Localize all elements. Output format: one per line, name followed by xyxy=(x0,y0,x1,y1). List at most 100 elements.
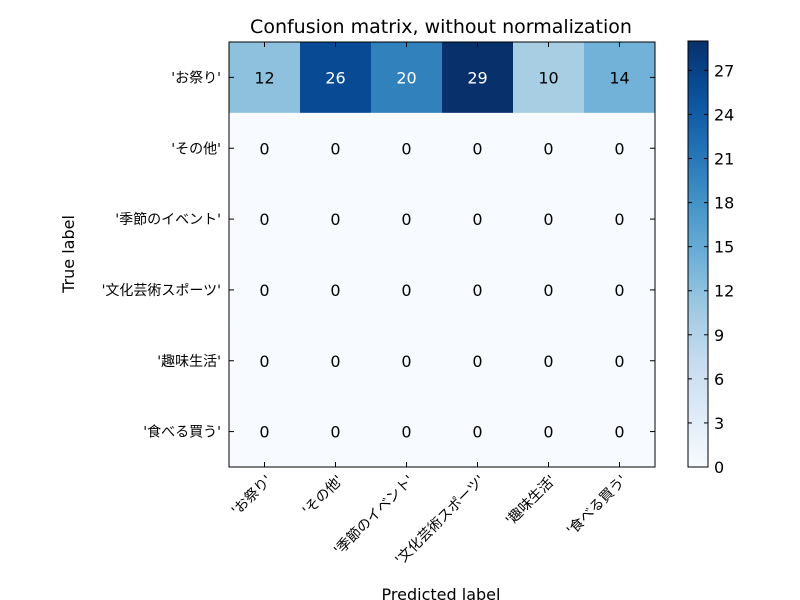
y-tick-label: 'お祭り' xyxy=(171,70,221,86)
heatmap-cell xyxy=(371,42,443,114)
cell-value-label: 0 xyxy=(259,139,269,158)
heatmap-cell xyxy=(442,42,514,114)
heatmap-cell xyxy=(442,396,514,468)
y-tick-label: '季節のイベント' xyxy=(115,211,221,228)
colorbar-tick-label: 24 xyxy=(714,105,734,124)
cell-value-label: 0 xyxy=(472,423,482,442)
heatmap-cell xyxy=(300,183,372,255)
heatmap-cell xyxy=(584,42,656,114)
cell-value-label: 20 xyxy=(396,68,416,87)
heatmap-cell xyxy=(229,42,301,114)
heatmap-cell xyxy=(584,112,656,185)
cell-value-label: 0 xyxy=(614,210,624,229)
x-tick-label: '趣味生活' xyxy=(503,473,559,529)
heatmap-cell xyxy=(513,42,585,114)
cell-value-label: 26 xyxy=(325,68,345,87)
colorbar-tick-label: 3 xyxy=(714,414,724,433)
heatmap-cell xyxy=(442,112,514,185)
colorbar: 0 3 6 9 12 15 18 21 24 27 xyxy=(687,40,734,477)
heatmap-cell xyxy=(513,183,585,255)
heatmap-cell xyxy=(300,396,372,468)
cell-value-label: 0 xyxy=(472,139,482,158)
heatmap-cell xyxy=(229,112,301,185)
heatmap-cell xyxy=(513,396,585,468)
cell-value-label: 0 xyxy=(259,352,269,371)
y-tick-label: '趣味生活' xyxy=(157,354,221,370)
heatmap-cell xyxy=(371,183,443,255)
heatmap-cell xyxy=(584,254,656,326)
cell-value-label: 0 xyxy=(543,139,553,158)
y-tick-label: '文化芸術スポーツ' xyxy=(102,283,221,299)
cell-value-label: 0 xyxy=(401,281,411,300)
heatmap-cell xyxy=(229,254,301,326)
cell-value-label: 0 xyxy=(330,210,340,229)
cell-value-label: 0 xyxy=(472,352,482,371)
colorbar-tick-label: 27 xyxy=(714,61,734,80)
cell-value-label: 0 xyxy=(259,210,269,229)
cell-value-label: 0 xyxy=(330,352,340,371)
cell-value-label: 0 xyxy=(330,423,340,442)
cell-value-label: 0 xyxy=(259,423,269,442)
cell-value-label: 29 xyxy=(467,68,487,87)
heatmap-cell xyxy=(442,254,514,326)
cell-value-label: 0 xyxy=(401,139,411,158)
colorbar-tick-label: 21 xyxy=(714,150,734,169)
cell-value-label: 14 xyxy=(609,68,629,87)
cell-value-label: 0 xyxy=(401,352,411,371)
y-tick-label: '食べる買う' xyxy=(143,424,221,441)
cell-value-label: 0 xyxy=(472,210,482,229)
heatmap-cell xyxy=(229,325,301,397)
cell-value-label: 0 xyxy=(543,352,553,371)
cell-value-label: 0 xyxy=(401,423,411,442)
cell-value-label: 0 xyxy=(614,281,624,300)
y-axis-label: True label xyxy=(59,215,78,294)
cell-value-label: 0 xyxy=(614,423,624,442)
heatmap-cell xyxy=(300,254,372,326)
heatmap-cell xyxy=(229,396,301,468)
colorbar-tick-label: 9 xyxy=(714,326,724,345)
cell-value-label: 0 xyxy=(330,281,340,300)
heatmap-cell xyxy=(371,325,443,397)
y-tick-label: 'その他' xyxy=(171,141,221,157)
heatmap-cell xyxy=(300,112,372,185)
heatmap-cell xyxy=(584,396,656,468)
x-tick-label: '食べる買う' xyxy=(563,472,630,539)
cell-value-label: 10 xyxy=(538,68,558,87)
x-tick-label: 'お祭り' xyxy=(229,473,275,519)
cell-value-label: 0 xyxy=(259,281,269,300)
heatmap-cell xyxy=(513,325,585,397)
cell-value-label: 0 xyxy=(330,139,340,158)
plot-frame xyxy=(228,41,656,468)
x-axis-label: Predicted label xyxy=(382,585,501,600)
cell-value-label: 0 xyxy=(543,210,553,229)
colorbar-tick-label: 0 xyxy=(714,458,724,477)
cell-value-label: 0 xyxy=(472,281,482,300)
heatmap-cell xyxy=(229,183,301,255)
heatmap-cell xyxy=(584,325,656,397)
colorbar-gradient xyxy=(687,40,709,468)
heatmap-area: 12 26 20 29 10 14 0 0 0 0 0 0 0 0 0 0 0 0 0 0 0 0 0 0 0 0 0 0 0 0 0 0 0 0… xyxy=(102,41,656,568)
heatmap-cell xyxy=(300,42,372,114)
cell-value-label: 0 xyxy=(401,210,411,229)
heatmap-cell xyxy=(442,183,514,255)
cell-value-label: 0 xyxy=(614,352,624,371)
cell-value-label: 0 xyxy=(543,423,553,442)
colorbar-tick-label: 15 xyxy=(714,238,734,257)
heatmap-cell xyxy=(513,112,585,185)
heatmap-cell xyxy=(300,325,372,397)
cell-value-label: 0 xyxy=(543,281,553,300)
heatmap-cell xyxy=(513,254,585,326)
heatmap-cell xyxy=(371,112,443,185)
heatmap-cell xyxy=(584,183,656,255)
x-tick-label: 'その他' xyxy=(300,473,346,519)
chart-title: Confusion matrix, without normalization xyxy=(250,16,632,38)
heatmap-cell xyxy=(371,254,443,326)
cell-value-label: 0 xyxy=(614,139,624,158)
colorbar-tick-label: 12 xyxy=(714,282,734,301)
cell-value-label: 12 xyxy=(254,68,274,87)
colorbar-tick-label: 6 xyxy=(714,370,724,389)
heatmap-cell xyxy=(371,396,443,468)
colorbar-tick-label: 18 xyxy=(714,194,734,213)
heatmap-cell xyxy=(442,325,514,397)
